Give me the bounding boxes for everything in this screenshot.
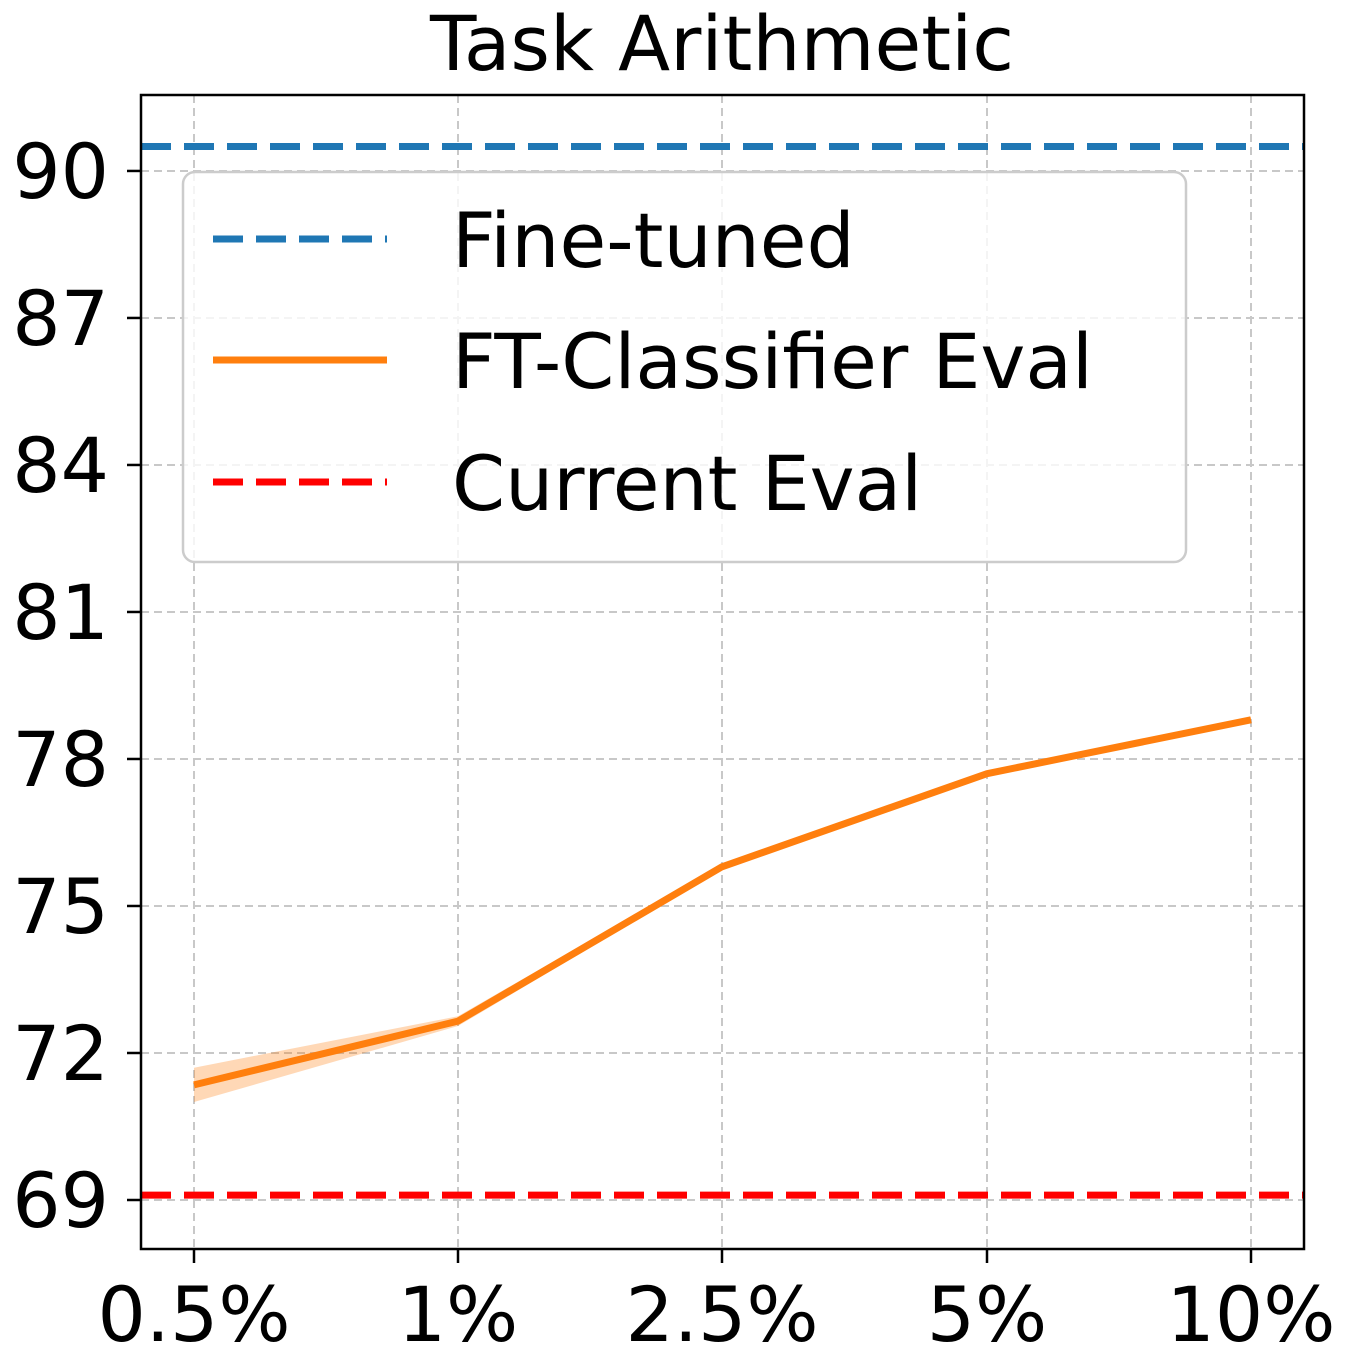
x-axis: 0.5% 1% 2.5% 5% 10% <box>97 1249 1335 1359</box>
y-tick-label: 84 <box>12 421 109 510</box>
y-tick-label: 75 <box>12 862 109 951</box>
y-tick-label: 69 <box>12 1156 109 1245</box>
y-tick-label: 78 <box>12 715 109 804</box>
x-tick-label: 5% <box>927 1270 1048 1359</box>
x-tick-label: 1% <box>398 1270 519 1359</box>
legend-label: Current Eval <box>452 439 922 528</box>
plot-area <box>141 142 1304 1199</box>
y-tick-label: 90 <box>12 127 109 216</box>
legend-label: FT-Classifier Eval <box>452 317 1093 406</box>
y-axis: 69 72 75 78 81 84 87 90 <box>12 127 141 1245</box>
confidence-band <box>194 717 1251 1102</box>
series-line-ft-classifier-eval <box>193 716 1252 1089</box>
legend-box <box>181 170 1188 564</box>
x-tick-label: 10% <box>1167 1270 1336 1359</box>
y-tick-label: 81 <box>12 568 109 657</box>
y-tick-label: 87 <box>12 274 109 363</box>
x-tick-label: 2.5% <box>625 1270 818 1359</box>
y-tick-label: 72 <box>12 1009 109 1098</box>
legend: Fine-tuned FT-Classifier Eval Current Eval <box>181 170 1188 564</box>
chart-title: Task Arithmetic <box>429 0 1014 88</box>
legend-label: Fine-tuned <box>452 196 855 285</box>
x-tick-label: 0.5% <box>97 1270 290 1359</box>
